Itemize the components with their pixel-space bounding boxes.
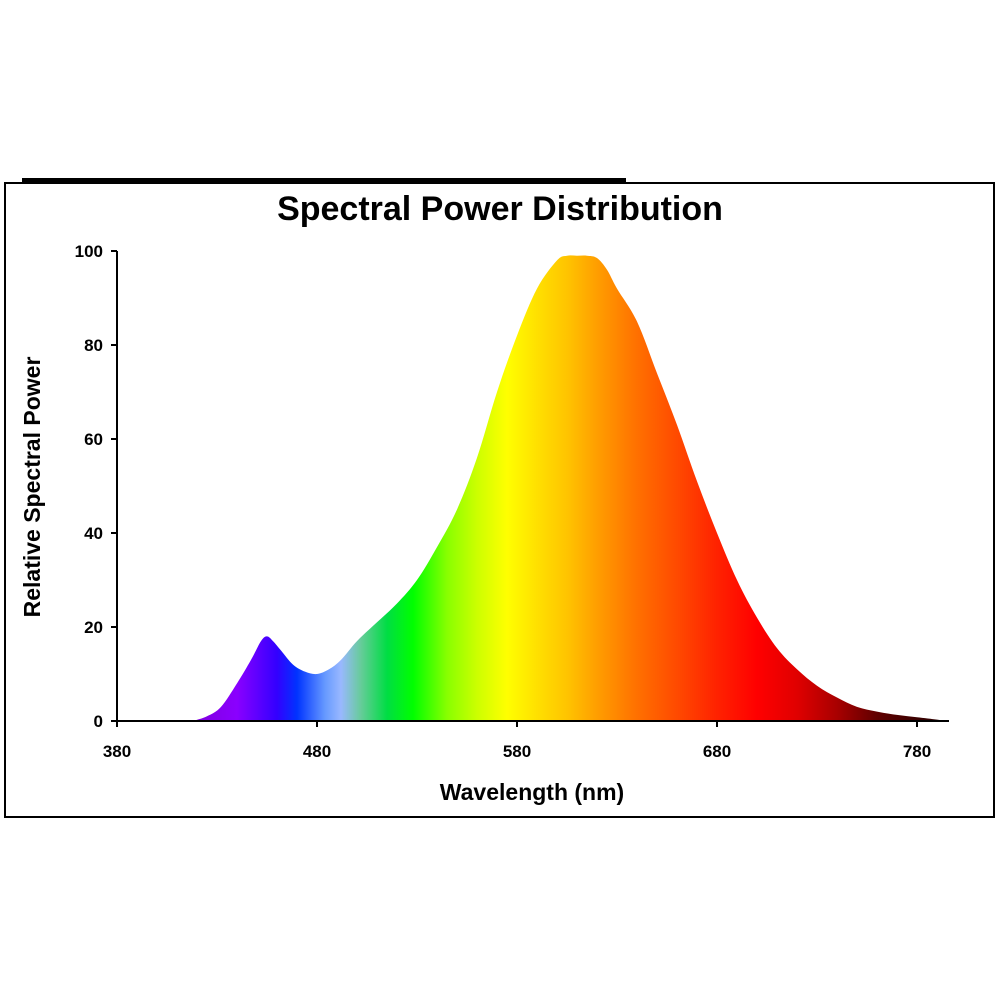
plot-area: 0 20 40 60 80 100 380 480 580 680 780 <box>75 242 949 761</box>
y-tick-label-20: 20 <box>84 618 103 637</box>
y-tick-label-60: 60 <box>84 430 103 449</box>
axes: 0 20 40 60 80 100 380 480 580 680 780 <box>75 242 949 761</box>
x-tick-label-380: 380 <box>103 742 131 761</box>
spectrum-area <box>193 255 947 721</box>
x-tick-label-680: 680 <box>703 742 731 761</box>
x-tick-label-780: 780 <box>903 742 931 761</box>
y-tick-label-100: 100 <box>75 242 103 261</box>
top-rule <box>22 178 626 183</box>
x-tick-label-580: 580 <box>503 742 531 761</box>
y-tick-label-0: 0 <box>94 712 103 731</box>
x-tick-label-480: 480 <box>303 742 331 761</box>
chart-title: Spectral Power Distribution <box>277 190 723 228</box>
y-tick-label-40: 40 <box>84 524 103 543</box>
y-tick-label-80: 80 <box>84 336 103 355</box>
y-axis-title: Relative Spectral Power <box>19 357 45 618</box>
x-axis-title: Wavelength (nm) <box>440 779 624 805</box>
